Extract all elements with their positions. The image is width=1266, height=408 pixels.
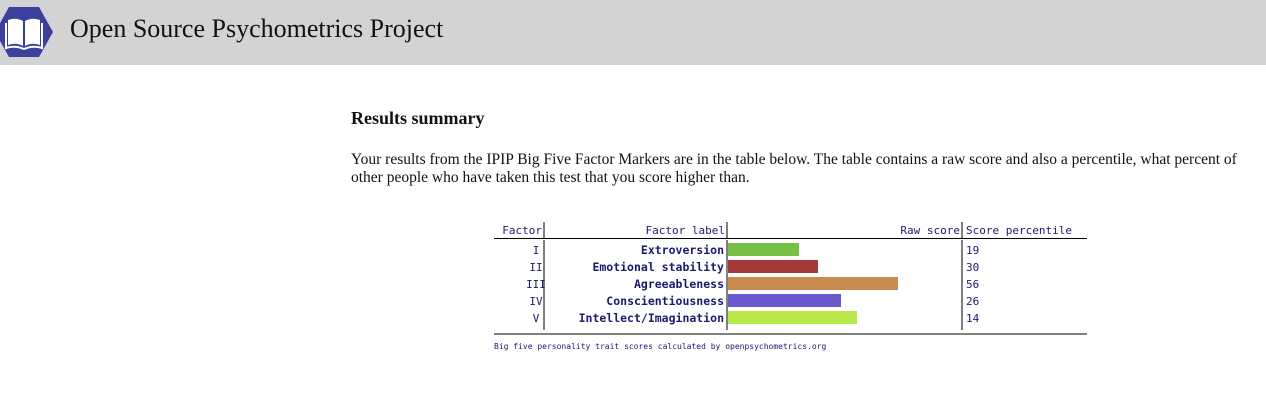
raw-score-bar [728,311,857,324]
table-row: IV Conscientiousness 26 [529,294,979,308]
site-title[interactable]: Open Source Psychometrics Project [70,14,444,43]
table-row: V Intellect/Imagination 14 [533,311,980,325]
column-header: Factor [502,224,542,237]
score-percentile: 30 [966,261,979,274]
table-footer: Big five personality trait scores calcul… [494,342,827,351]
table-lines [494,222,1087,335]
score-percentile: 26 [966,295,979,308]
factor-number: II [529,261,542,274]
book-hexagon-icon[interactable] [0,6,54,58]
raw-score-bar [728,294,841,307]
site-header: Open Source Psychometrics Project [0,0,1266,65]
factor-number: III [526,278,546,291]
factor-number: I [533,244,540,257]
column-header: Factor label [646,224,725,237]
factor-number: IV [529,295,543,308]
results-intro: Your results from the IPIP Big Five Fact… [351,151,1237,186]
factor-label: Agreeableness [634,277,724,291]
score-percentile: 56 [966,278,979,291]
factor-label: Intellect/Imagination [579,311,724,325]
results-table: Factor Factor label Raw score Score percent… [494,222,1087,351]
raw-score-bar [728,277,898,290]
table-row: II Emotional stability 30 [529,260,979,274]
factor-label: Conscientiousness [606,294,724,308]
factor-label: Extroversion [641,243,724,257]
factor-number: V [533,312,540,325]
score-percentile: 19 [966,244,979,257]
raw-score-bar [728,243,799,256]
results-heading: Results summary [351,108,485,128]
table-row: III Agreeableness 56 [526,277,979,291]
column-header: Raw score [900,224,960,237]
factor-label: Emotional stability [592,260,724,274]
table-headers: Factor Factor label Raw score Score percent… [502,224,1072,237]
column-header: Score percentile [966,224,1072,237]
raw-score-bar [728,260,818,273]
score-percentile: 14 [966,312,980,325]
table-row: I Extroversion 19 [533,243,979,257]
